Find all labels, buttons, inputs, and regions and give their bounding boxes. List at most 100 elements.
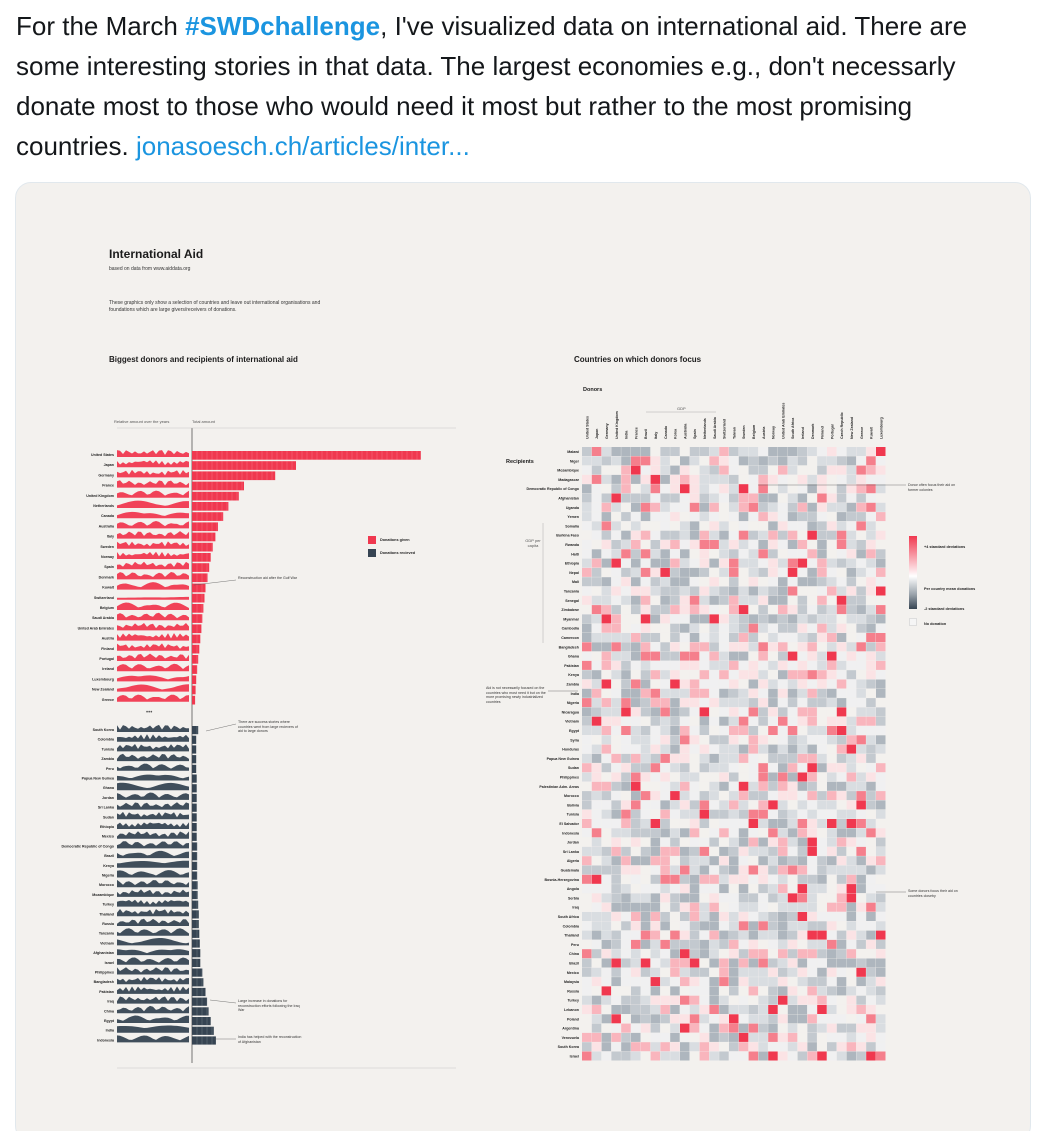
heatmap-cell <box>846 986 857 996</box>
heatmap-row-label: Burkina Faso <box>556 534 580 538</box>
bar-row-label: Greece <box>102 698 114 702</box>
heatmap-cell <box>797 735 808 745</box>
heatmap-cell <box>738 447 749 456</box>
heatmap-cell <box>787 977 798 987</box>
heatmap-cell <box>631 763 641 773</box>
heatmap-cell <box>670 595 680 605</box>
heatmap-cell <box>689 623 700 633</box>
heatmap-cell <box>738 753 749 763</box>
heatmap-cell <box>817 726 827 735</box>
bar-row-label: Democratic Republic of Congo <box>61 844 114 848</box>
heatmap-cell <box>856 549 866 559</box>
heatmap-cell <box>601 819 612 828</box>
heatmap-cell <box>827 763 837 773</box>
heatmap-cell <box>660 614 670 624</box>
heatmap-cell <box>738 893 749 903</box>
heatmap-row-label: Malaysia <box>564 980 580 984</box>
heatmap-cell <box>611 716 621 726</box>
heatmap-cell <box>689 958 700 968</box>
heatmap-cell <box>797 912 808 921</box>
heatmap-cell <box>797 633 808 642</box>
heatmap-cell <box>748 679 759 689</box>
bar <box>192 968 203 977</box>
heatmap-cell <box>787 726 798 735</box>
heatmap-cell <box>601 558 612 568</box>
media-card[interactable]: International Aid based on data from www… <box>15 182 1031 1131</box>
heatmap-cell <box>591 512 602 522</box>
heatmap-cell <box>778 512 788 522</box>
heatmap-cell <box>719 744 729 754</box>
heatmap-cell <box>738 995 749 1005</box>
sparkline-area <box>117 811 189 820</box>
heatmap-cell <box>611 558 621 568</box>
heatmap-cell <box>876 707 886 717</box>
heatmap-cell <box>778 1051 788 1061</box>
bar <box>192 553 211 562</box>
heatmap-cell <box>631 698 641 708</box>
heatmap-cell <box>709 549 719 559</box>
heatmap-cell <box>827 642 837 652</box>
heatmap-cell <box>836 679 847 689</box>
heatmap-cell <box>738 846 749 856</box>
heatmap-cell <box>660 660 670 670</box>
heatmap-row-label: Morocco <box>564 794 580 798</box>
bar-row-label: Zambia <box>101 757 115 761</box>
heatmap-cell <box>601 726 612 735</box>
hashtag-link[interactable]: #SWDchallenge <box>185 11 381 41</box>
sparkline-area <box>117 602 189 610</box>
heatmap-cell <box>582 1042 592 1052</box>
heatmap-cell <box>601 670 612 680</box>
heatmap-cell <box>582 623 592 633</box>
heatmap-cell <box>856 828 866 838</box>
leader-kuwait <box>193 579 237 586</box>
heatmap-cell <box>582 679 592 689</box>
heatmap-cell <box>631 781 641 791</box>
heatmap-cell <box>797 856 808 866</box>
heatmap-cell <box>768 688 778 698</box>
article-link[interactable]: jonasoesch.ch/articles/inter... <box>135 131 470 161</box>
heatmap-cell <box>787 688 798 698</box>
heatmap-cell <box>640 521 651 531</box>
heatmap-cell <box>797 605 808 615</box>
heatmap-cell <box>631 884 641 894</box>
heatmap-cell <box>689 781 700 791</box>
heatmap-cell <box>650 530 661 540</box>
bar-row-label: Russia <box>102 922 115 926</box>
heatmap-cell <box>876 447 886 456</box>
heatmap-cell <box>719 623 729 633</box>
heatmap-row-label: Somalia <box>565 524 580 528</box>
heatmap-cell <box>640 1023 651 1033</box>
heatmap-cell <box>601 1032 612 1042</box>
heatmap-cell <box>601 474 612 484</box>
heatmap-cell <box>719 902 729 912</box>
heatmap-cell <box>611 763 621 773</box>
heatmap-cell <box>689 809 700 819</box>
heatmap-cell <box>591 874 602 884</box>
heatmap-cell <box>866 763 876 773</box>
heatmap-cell <box>689 521 700 531</box>
heatmap-cell <box>601 633 612 642</box>
heatmap-cell <box>689 549 700 559</box>
heatmap-cell <box>689 586 700 596</box>
heatmap-cell <box>876 512 886 522</box>
heatmap-cell <box>738 577 749 587</box>
heatmap-cell <box>866 930 876 940</box>
sparkline-area <box>117 938 189 946</box>
heatmap-cell <box>876 735 886 745</box>
heatmap-cell <box>729 958 739 968</box>
heatmap-cell <box>856 949 866 959</box>
heatmap-cell <box>729 577 739 587</box>
heatmap-cell <box>650 698 661 708</box>
heatmap-cell <box>709 958 719 968</box>
heatmap-row-label: Brazil <box>569 962 579 966</box>
heatmap-cell <box>591 614 602 624</box>
heatmap-cell <box>787 995 798 1005</box>
heatmap-cell <box>631 1042 641 1052</box>
heatmap-cell <box>621 781 631 791</box>
heatmap-cell <box>680 744 690 754</box>
heatmap-cell <box>729 744 739 754</box>
heatmap-cell <box>778 865 788 875</box>
heatmap-cell <box>621 456 631 466</box>
heatmap-cell <box>689 846 700 856</box>
heatmap-cell <box>680 800 690 810</box>
